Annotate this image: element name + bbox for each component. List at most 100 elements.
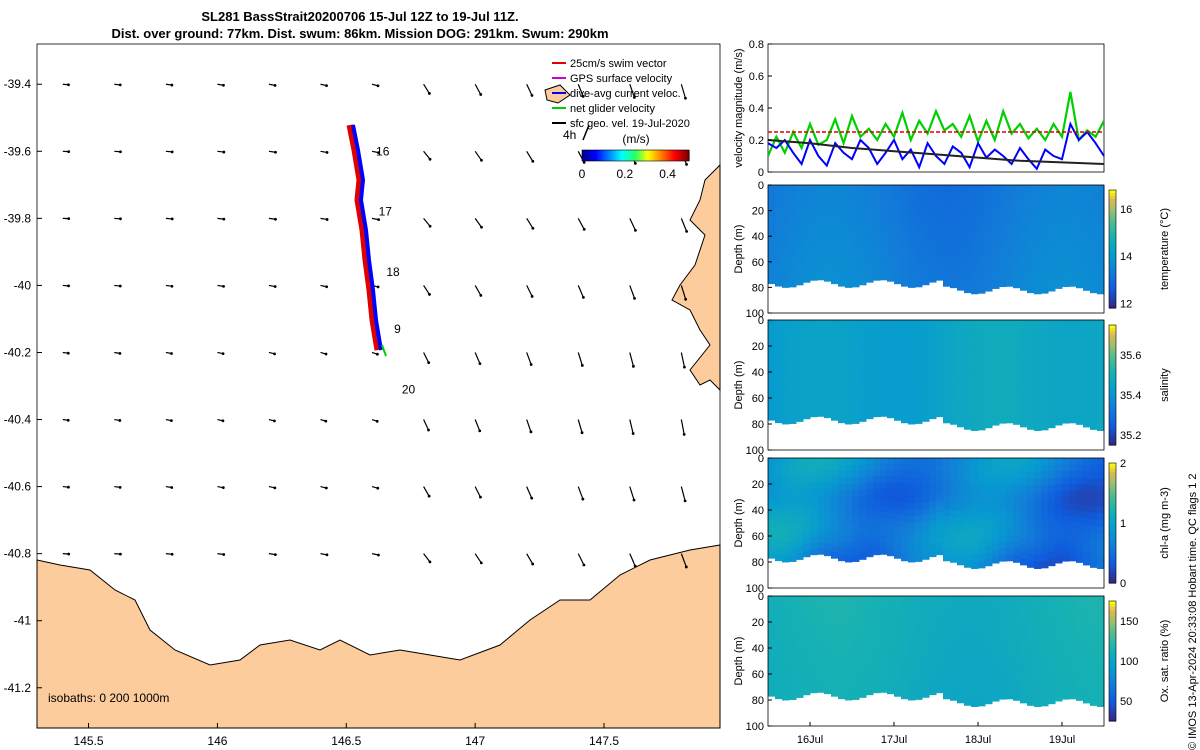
profile-cell (908, 384, 916, 392)
profile-cell (887, 203, 895, 210)
profile-cell (845, 660, 853, 668)
geo-velocity-arrowhead (530, 94, 534, 97)
profile-cell (1090, 211, 1098, 220)
profile-colorbar-label: Ox. sat. ratio (%) (1159, 620, 1171, 703)
profile-cell (852, 692, 860, 700)
profile-cell (901, 254, 909, 262)
profile-cell (824, 500, 832, 508)
profile-cell (1041, 685, 1049, 693)
profile-cell (992, 510, 1000, 518)
profile-cell (971, 382, 979, 390)
profile-cell (810, 344, 818, 351)
profile-cell (1048, 511, 1056, 520)
geo-velocity-arrowhead (119, 217, 122, 221)
profile-cell (831, 221, 839, 229)
profile-cell (936, 668, 944, 676)
profile-colorbar-cell (1109, 517, 1116, 521)
profile-cell (950, 236, 958, 244)
profile-cell (978, 191, 986, 200)
colorbar-cell (671, 150, 675, 161)
profile-cell (873, 244, 881, 251)
profile-colorbar-cell (1109, 523, 1116, 527)
profile-cell (999, 522, 1007, 530)
profile-cell (852, 397, 860, 405)
profile-cell (929, 381, 937, 389)
profile-cell (866, 614, 874, 622)
profile-cell (964, 505, 972, 514)
profile-cell (789, 509, 797, 517)
profile-cell (1020, 478, 1028, 486)
profile-cell (768, 627, 776, 635)
profile-cell (852, 345, 860, 353)
profile-y-tick-3: 60 (752, 531, 764, 543)
profile-cell (992, 346, 1000, 354)
profile-cell (775, 464, 783, 472)
profile-cell (957, 558, 965, 566)
profile-cell (1062, 647, 1070, 655)
profile-cell (992, 339, 1000, 347)
profile-cell (880, 262, 888, 269)
profile-cell (824, 326, 832, 333)
profile-cell (957, 244, 965, 252)
profile-cell (943, 197, 951, 205)
profile-cell (943, 490, 951, 498)
profile-cell (978, 272, 986, 281)
profile-cell (817, 536, 825, 543)
profile-cell (915, 280, 923, 288)
profile-colorbar-cell (1109, 520, 1116, 524)
profile-cell (1083, 544, 1091, 553)
profile-cell (1083, 373, 1091, 381)
colorbar-cell (667, 150, 671, 161)
profile-cell (971, 602, 979, 611)
geo-velocity-arrowhead (324, 352, 328, 356)
profile-cell (936, 185, 944, 192)
profile-cell (894, 222, 902, 229)
profile-cell (1069, 377, 1077, 385)
profile-cell (1006, 416, 1014, 424)
profile-cell (796, 608, 804, 616)
profile-cell (775, 692, 783, 700)
profile-cell (894, 476, 902, 484)
profile-cell (803, 470, 811, 478)
profile-cell (971, 286, 979, 295)
profile-cell (887, 602, 895, 609)
profile-cell (831, 596, 839, 603)
profile-cell (971, 333, 979, 342)
profile-cell (866, 626, 874, 634)
profile-cell (957, 250, 965, 258)
profile-cell (1090, 637, 1098, 645)
profile-cell (859, 672, 867, 679)
map-y-tick-6: -40.6 (4, 480, 32, 494)
profile-cell (964, 636, 972, 645)
profile-colorbar-cell (1109, 228, 1116, 232)
profile-cell (1062, 596, 1070, 603)
profile-cell (1034, 478, 1042, 487)
profile-cell (838, 396, 846, 404)
profile-cell (1020, 602, 1028, 610)
profile-cell (957, 326, 965, 334)
profile-cell (1062, 273, 1070, 281)
geo-velocity-vector (474, 218, 483, 228)
profile-cell (859, 272, 867, 280)
profile-cell (1013, 622, 1021, 630)
profile-cell (1097, 616, 1105, 625)
profile-cell (1097, 368, 1105, 376)
profile-cell (796, 470, 804, 478)
profile-colorbar-cell (1109, 571, 1116, 575)
profile-cell (880, 356, 888, 363)
map-x-tick-0: 145.5 (74, 734, 104, 748)
profile-cell (1020, 406, 1028, 415)
profile-colorbar-cell (1109, 574, 1116, 578)
profile-cell (1076, 622, 1084, 630)
profile-cell (1062, 679, 1070, 687)
profile-cell (768, 221, 776, 229)
profile-cell (768, 215, 776, 223)
profile-cell (1076, 536, 1084, 544)
profile-cell (1097, 266, 1105, 274)
map-x-tick-2: 146.5 (331, 734, 361, 748)
profile-cell (1090, 630, 1098, 638)
profile-cell (950, 417, 958, 425)
profile-cell (992, 490, 1000, 498)
profile-cell (1006, 332, 1014, 340)
profile-cell (1069, 640, 1077, 648)
